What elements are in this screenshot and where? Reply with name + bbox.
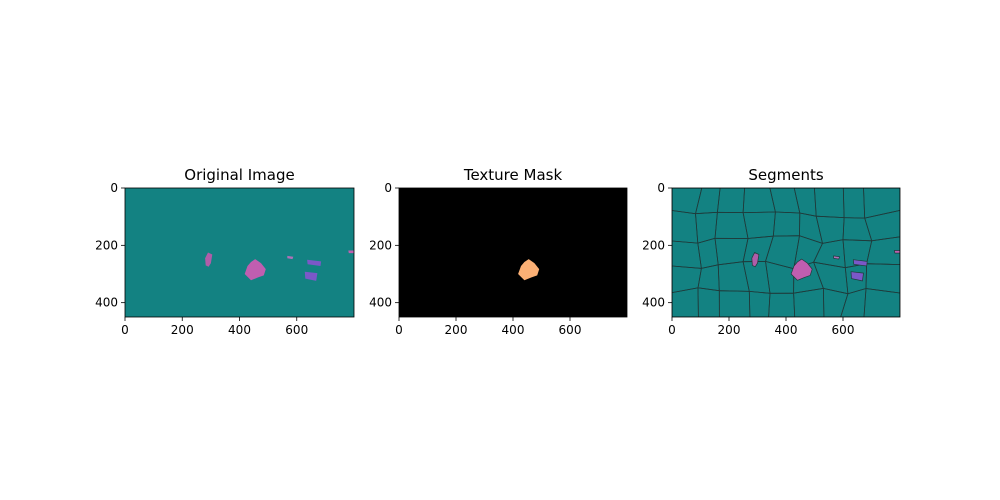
segment-cell [863,288,900,317]
main-pink-blob [244,259,266,281]
lilac-small-blob [833,255,841,260]
x-tick-label: 400 [502,323,525,337]
main-pink-blob [790,258,813,281]
image-background [125,188,354,317]
lilac-right-blob [893,250,900,254]
segment-cell [864,209,900,242]
y-tick-label: 200 [642,238,665,252]
image-background [672,188,900,317]
x-tick-label: 200 [718,323,741,337]
blue-top-blob [852,259,868,267]
segment-cell [863,188,900,219]
segment-cell [793,287,825,317]
segment-cell [718,290,751,317]
panel-title: Segments [748,166,824,184]
segment-cell [672,287,699,317]
x-tick-label: 0 [121,323,129,337]
segment-cell [822,287,849,317]
y-tick-label: 200 [369,238,392,252]
y-tick-label: 0 [110,181,118,195]
mask-blob [518,259,540,281]
y-tick-label: 0 [384,181,392,195]
image-area [125,188,354,317]
blue-bottom-blob [304,271,318,281]
x-tick-label: 600 [285,323,308,337]
segment-cell [840,287,867,317]
y-tick-label: 400 [369,296,392,310]
image-area [672,188,900,317]
image-background [399,188,627,317]
panel-2: Texture Mask 0 200 400 600 0 200 400 [369,166,628,337]
segment-cell [866,236,900,266]
x-tick-label: 200 [445,323,468,337]
x-tick-label: 600 [832,323,855,337]
panel-1: Original Image 0 200 400 600 0 200 400 [95,166,355,337]
x-tick-label: 0 [668,323,676,337]
panel-title: Texture Mask [463,166,563,184]
lilac-small-blob [287,255,294,260]
x-tick-label: 200 [171,323,194,337]
segment-cell [865,263,900,294]
small-pink-blob [751,252,760,268]
x-tick-label: 400 [228,323,251,337]
segment-cell [697,287,720,317]
segment-cell [768,292,796,317]
x-tick-label: 600 [559,323,582,337]
panel-3: Segments 0 200 400 600 0 200 400 [642,166,901,337]
segment-cell [748,290,771,317]
y-tick-label: 200 [95,238,118,252]
panel-title: Original Image [184,166,294,184]
y-tick-label: 0 [657,181,665,195]
blue-top-blob [307,259,322,266]
small-pink-blob [205,252,213,267]
blue-bottom-blob [850,271,864,282]
y-tick-label: 400 [642,296,665,310]
y-tick-label: 400 [95,296,118,310]
lilac-right-blob [348,250,354,254]
x-tick-label: 400 [775,323,798,337]
image-area [399,188,627,317]
x-tick-label: 0 [395,323,403,337]
